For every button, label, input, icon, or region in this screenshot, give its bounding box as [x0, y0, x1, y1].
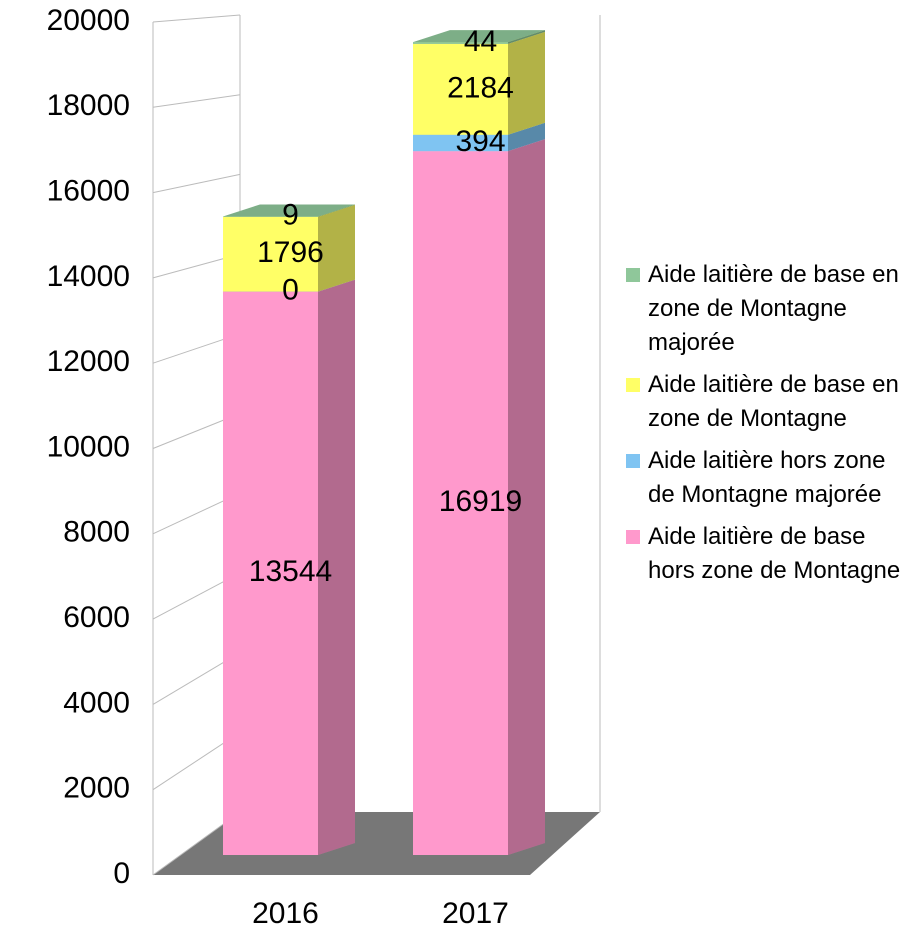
legend-label: Aide laitière hors zone de Montagne majo…: [648, 447, 886, 508]
data-label: 0: [282, 273, 299, 306]
bar-top: [413, 30, 545, 43]
bar-segment: [413, 43, 508, 135]
bar-side: [508, 30, 545, 44]
legend-swatch: [626, 454, 640, 468]
y-tick-label: 20000: [47, 4, 130, 37]
y-tick-label: 12000: [47, 345, 130, 378]
y-tick-label: 16000: [47, 175, 130, 208]
grid-line: [152, 14, 241, 23]
grid-line: [152, 94, 241, 108]
bar-side: [508, 139, 545, 855]
legend-swatch: [626, 268, 640, 282]
x-tick-label: 2017: [442, 897, 509, 930]
legend-entry: Aide laitière de base en zone de Montagn…: [626, 258, 906, 360]
bar-side-shade: [318, 204, 355, 292]
bar-segment: [413, 134, 508, 152]
legend-label: Aide laitière de base en zone de Montagn…: [648, 371, 899, 432]
bar-segment: [413, 151, 508, 855]
legend-entry: Aide laitière de base hors zone de Monta…: [626, 520, 906, 588]
bar-side: [508, 31, 545, 135]
legend-swatch: [626, 530, 640, 544]
data-label: 394: [455, 125, 505, 158]
data-label: 9: [282, 199, 299, 232]
bar-side-shade: [318, 204, 355, 217]
legend-entry: Aide laitière de base en zone de Montagn…: [626, 368, 906, 436]
legend-label: Aide laitière de base hors zone de Monta…: [648, 523, 901, 584]
data-label: 13544: [249, 555, 332, 588]
bar-top: [223, 204, 355, 217]
bar-segment: [223, 291, 318, 856]
y-tick-label: 2000: [63, 772, 130, 805]
legend: Aide laitière de base en zone de Montagn…: [626, 258, 906, 588]
bar-side-shade: [508, 139, 545, 855]
y-tick-label: 4000: [63, 686, 130, 719]
y-tick-label: 18000: [47, 89, 130, 122]
x-tick-label: 2016: [252, 897, 319, 930]
bar-side: [508, 122, 545, 152]
legend-entry: Aide laitière hors zone de Montagne majo…: [626, 444, 906, 512]
bar-side-shade: [508, 30, 545, 44]
data-label: 16919: [439, 485, 522, 518]
data-label: 1796: [257, 236, 324, 269]
grid-line: [152, 173, 241, 194]
bar-top-shade: [223, 204, 355, 217]
y-tick-label: 10000: [47, 430, 130, 463]
bar-segment: [413, 42, 508, 44]
data-label: 44: [464, 25, 497, 58]
data-label: 2184: [447, 71, 514, 104]
y-tick-label: 0: [113, 857, 130, 890]
bar-side: [318, 279, 355, 856]
y-tick-label: 6000: [63, 601, 130, 634]
y-tick-label: 14000: [47, 260, 130, 293]
bar-top-shade: [413, 30, 545, 43]
bar-side-shade: [508, 31, 545, 135]
bar-side-shade: [318, 279, 355, 856]
bar-side-shade: [508, 122, 545, 152]
bar-side: [318, 204, 355, 217]
y-tick-label: 8000: [63, 516, 130, 549]
bar-segment: [223, 216, 318, 292]
legend-label: Aide laitière de base en zone de Montagn…: [648, 261, 899, 356]
bar-side: [318, 204, 355, 292]
legend-swatch: [626, 378, 640, 392]
